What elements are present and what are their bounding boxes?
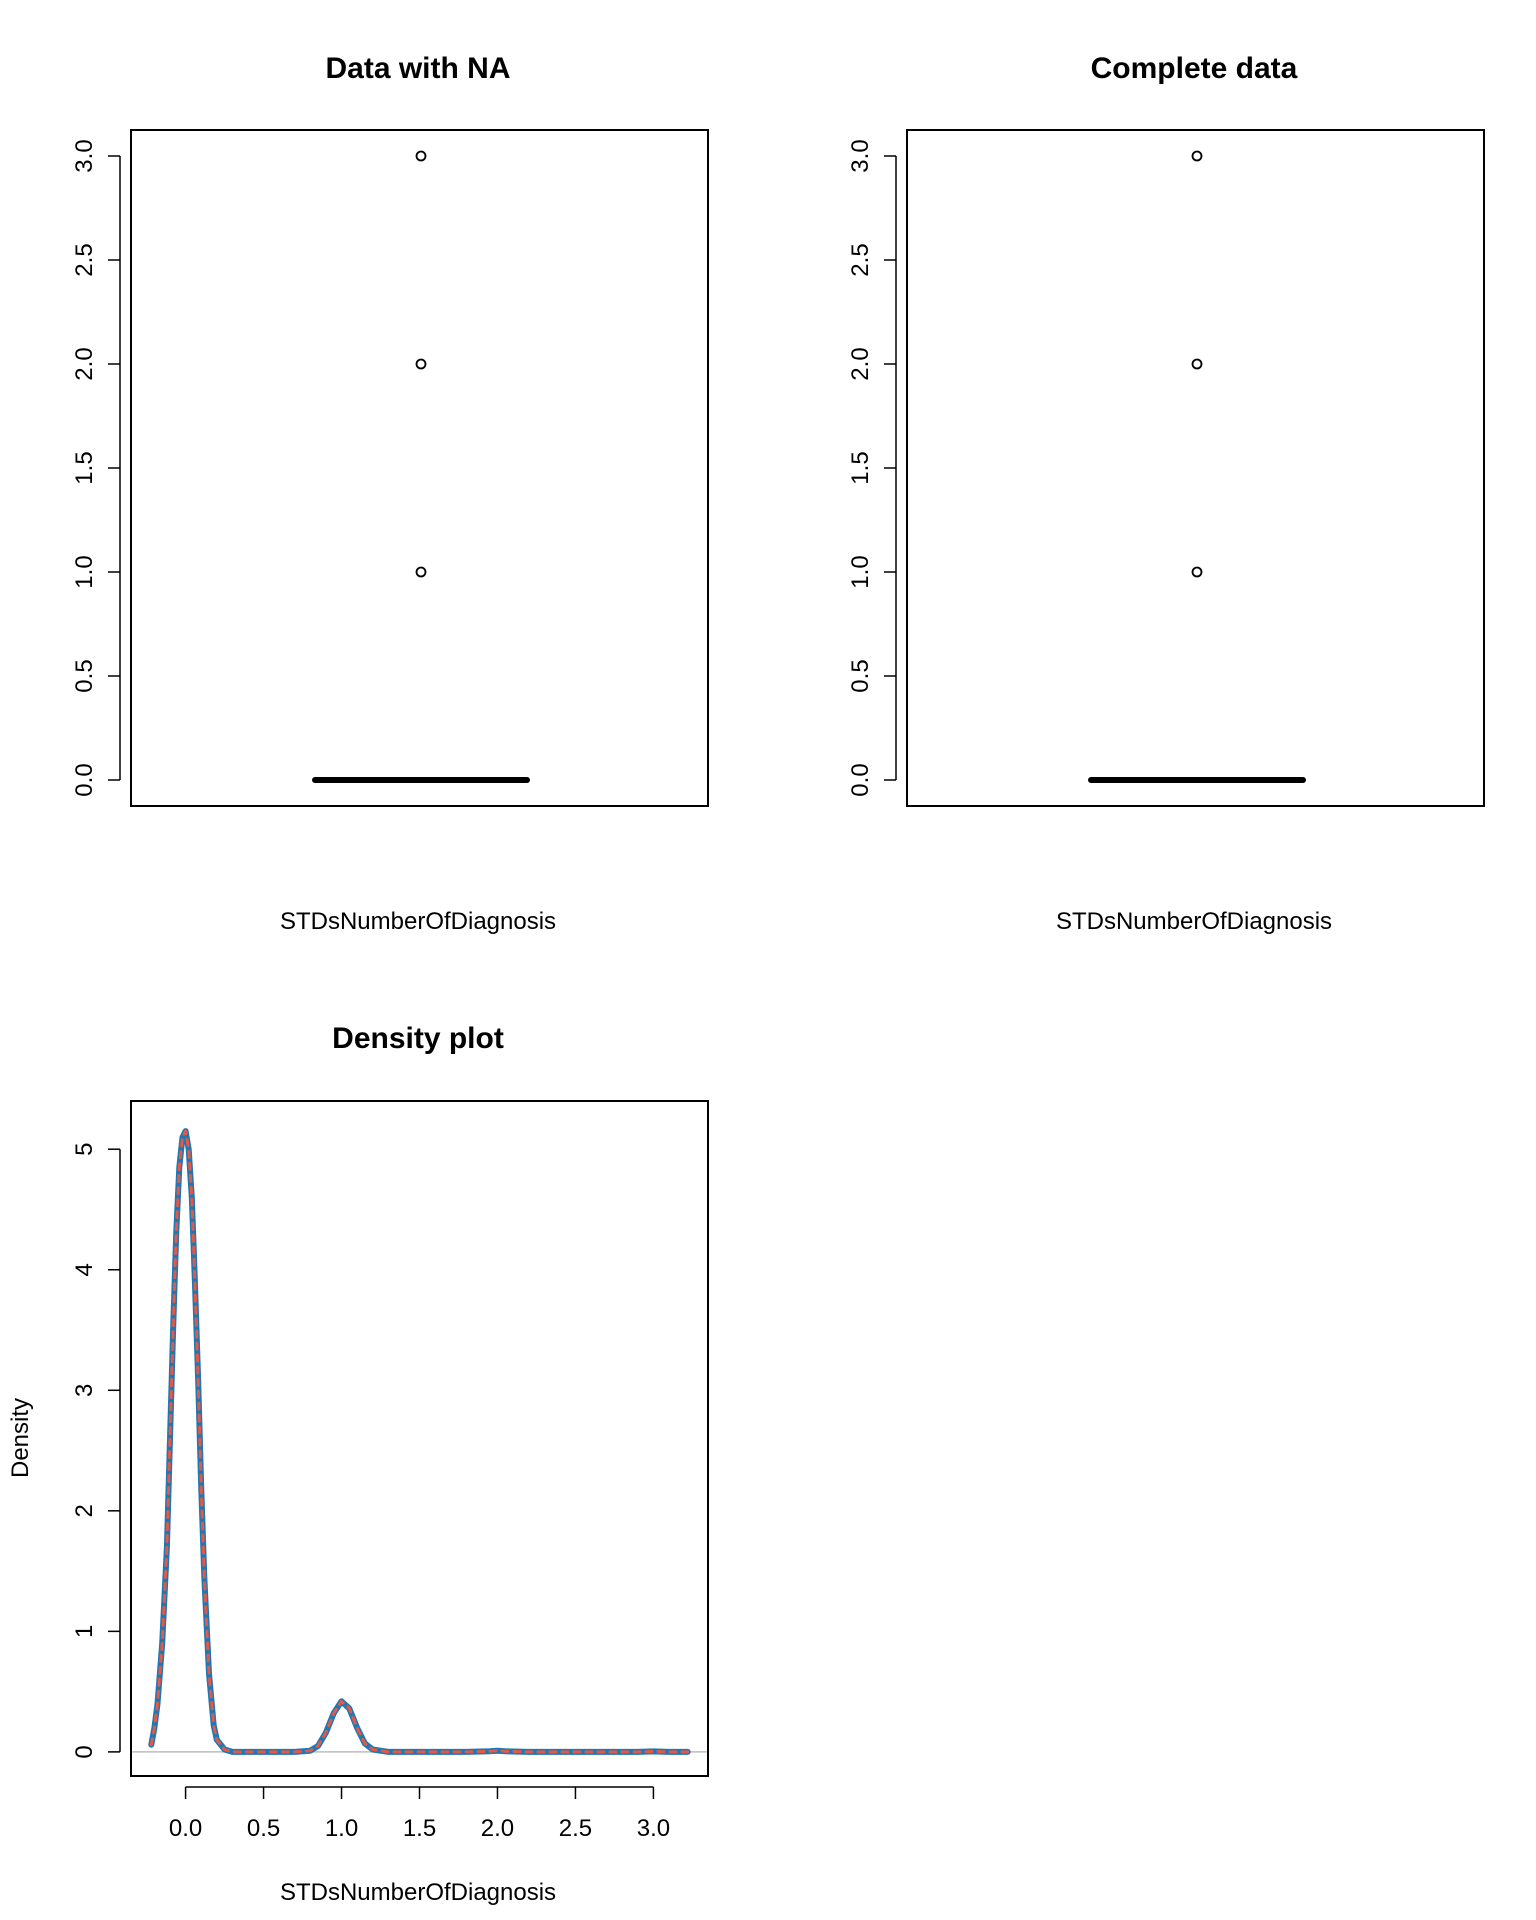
box-marks [312,150,530,783]
y-tick-label: 4 [71,1263,98,1276]
y-tick-label: 1.5 [71,451,98,484]
y-tick-label: 2.0 [847,347,874,380]
box-marks [1088,150,1306,783]
x-axis: 0.0 0.5 1.0 1.5 2.0 2.5 3.0 [169,1786,670,1842]
plot-frame [906,129,1485,807]
x-axis-label: STDsNumberOfDiagnosis [280,1879,556,1906]
plot-frame [130,1100,709,1777]
chart-title: Data with NA [325,52,510,85]
outlier-point [415,358,427,370]
y-tick-label: 2.5 [847,243,874,276]
plot-frame [130,129,709,807]
x-axis-label: STDsNumberOfDiagnosis [280,908,556,935]
boxplot-data-with-na: Data with NA 0.0 0.5 1.0 1.5 2.0 2.5 3.0 STDsN… [71,52,709,935]
y-tick-label: 2 [71,1504,98,1517]
y-tick-label: 3.0 [847,139,874,172]
y-tick-label: 0.0 [71,763,98,796]
y-axis: 0 1 2 3 4 5 [71,1143,121,1759]
y-axis-label: Density [7,1398,34,1478]
x-tick-label: 2.5 [559,1815,592,1842]
y-tick-label: 2.5 [71,243,98,276]
chart-title: Complete data [1091,52,1298,85]
density-series-line-0 [148,1128,691,1755]
y-tick-label: 0.0 [847,763,874,796]
outlier-point [415,566,427,578]
density-lines [132,1128,707,1755]
y-axis: 0.0 0.5 1.0 1.5 2.0 2.5 3.0 [71,139,121,797]
x-tick-label: 3.0 [637,1815,670,1842]
x-tick-label: 0.0 [169,1815,202,1842]
outlier-point [1191,358,1203,370]
y-tick-label: 0.5 [847,659,874,692]
y-tick-label: 5 [71,1143,98,1156]
y-tick-label: 0 [71,1745,98,1758]
y-tick-label: 2.0 [71,347,98,380]
x-tick-label: 1.0 [325,1815,358,1842]
x-tick-label: 0.5 [247,1815,280,1842]
x-tick-label: 1.5 [403,1815,436,1842]
density-series-line-1 [149,1129,690,1754]
density-plot: Density plot 0 1 2 3 4 5 0.0 0.5 1.0 1.5 2.0 2.5 3.… [7,1022,709,1906]
chart-title: Density plot [332,1022,504,1055]
y-tick-label: 0.5 [71,659,98,692]
outlier-point [1191,150,1203,162]
outlier-point [415,150,427,162]
y-tick-label: 3.0 [71,139,98,172]
outlier-point [1191,566,1203,578]
y-axis: 0.0 0.5 1.0 1.5 2.0 2.5 3.0 [847,139,897,797]
y-tick-label: 1.5 [847,451,874,484]
y-tick-label: 1 [71,1625,98,1638]
x-tick-label: 2.0 [481,1815,514,1842]
boxplot-complete-data: Complete data 0.0 0.5 1.0 1.5 2.0 2.5 3.0 STDs… [847,52,1485,935]
y-tick-label: 1.0 [847,555,874,588]
x-axis-label: STDsNumberOfDiagnosis [1056,908,1332,935]
y-tick-label: 3 [71,1384,98,1397]
y-tick-label: 1.0 [71,555,98,588]
